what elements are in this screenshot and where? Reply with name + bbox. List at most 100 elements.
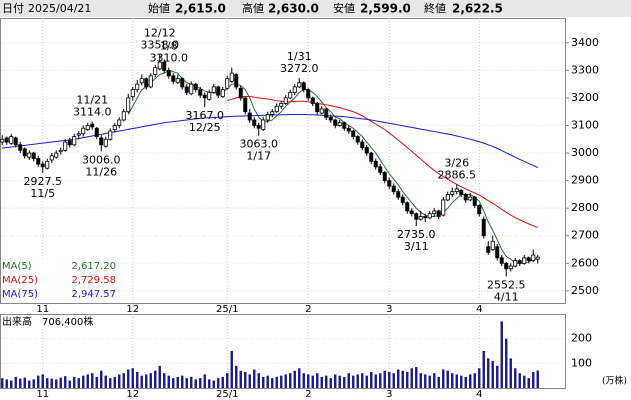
y-tick-label: 2800: [571, 201, 599, 214]
volume-bar: [289, 373, 292, 388]
candle-body: [535, 256, 540, 260]
candle-body: [409, 210, 414, 215]
volume-bar: [239, 370, 242, 388]
candle-body: [531, 254, 536, 261]
candle-body: [157, 61, 162, 70]
candle-body: [333, 119, 338, 126]
volume-bar: [176, 376, 179, 388]
volume-bar: [329, 378, 332, 388]
candle-body: [445, 194, 450, 201]
candle-body: [373, 160, 378, 168]
candle-body: [517, 260, 522, 264]
candle-body: [495, 246, 500, 259]
candle-body: [481, 218, 486, 237]
volume-bar: [172, 378, 175, 388]
candle-body: [36, 158, 41, 165]
candle-body: [45, 160, 50, 169]
volume-bar: [32, 379, 35, 388]
volume-bar: [185, 378, 188, 388]
candle-body: [256, 125, 261, 129]
volume-bar: [50, 378, 53, 388]
candle-body: [499, 257, 504, 264]
candle-body: [184, 86, 189, 93]
header-value: 2,599.0: [360, 2, 411, 16]
candle-body: [301, 82, 306, 91]
volume-bar: [284, 374, 287, 388]
candle-body: [121, 111, 126, 121]
annotation-value: 2735.0: [397, 228, 436, 241]
volume-bar: [392, 373, 395, 388]
volume-bar: [280, 375, 283, 388]
candle-body: [288, 92, 293, 99]
volume-bar: [311, 375, 314, 388]
candle-body: [342, 122, 347, 129]
volume-bar: [163, 373, 166, 388]
volume-bar: [253, 369, 256, 388]
candle-body: [351, 130, 356, 137]
volume-bar: [194, 379, 197, 388]
candle-body: [310, 97, 315, 104]
legend-name: MA(5): [2, 261, 32, 272]
volume-bar: [514, 368, 517, 388]
annotation-value: 3358.0: [141, 38, 180, 51]
volume-bar: [82, 375, 85, 388]
legend-box: [1, 259, 118, 302]
volume-bar: [19, 378, 22, 388]
candle-body: [22, 148, 27, 157]
candle-body: [40, 163, 45, 168]
y-tick-label: 2900: [571, 174, 599, 187]
volume-bar: [271, 378, 274, 388]
volume-bar: [424, 374, 427, 388]
volume-legend-value: 706,400株: [42, 315, 93, 328]
candle-body: [396, 191, 401, 198]
volume-tick-label: 100: [571, 356, 592, 369]
candle-body: [198, 89, 203, 96]
legend-name: MA(75): [2, 289, 38, 300]
volume-bar: [235, 365, 238, 388]
candle-body: [126, 97, 131, 113]
volume-bar: [109, 378, 112, 388]
candle-body: [90, 123, 95, 128]
candle-body: [54, 152, 59, 158]
annotation-date: 3/26: [444, 156, 469, 169]
volume-bar: [257, 373, 260, 388]
volume-bar: [320, 376, 323, 388]
volume-bar: [221, 376, 224, 388]
annotation-date: 12/12: [144, 26, 176, 39]
candle-body: [135, 83, 140, 91]
candle-body: [27, 152, 32, 158]
volume-bar: [469, 374, 472, 388]
volume-bar: [370, 371, 373, 388]
ma-line: [127, 69, 538, 264]
volume-bar: [415, 367, 418, 388]
legend-name: MA(25): [2, 275, 38, 286]
candle-body: [49, 155, 54, 161]
volume-bar: [275, 376, 278, 388]
volume-bar: [46, 378, 49, 388]
candle-body: [153, 67, 158, 75]
volume-bar: [230, 351, 233, 388]
candle-body: [18, 144, 23, 151]
candle-body: [207, 92, 212, 100]
volume-bar: [401, 370, 404, 388]
candle-body: [9, 136, 14, 144]
volume-bar: [509, 358, 512, 388]
volume-bar: [203, 374, 206, 388]
volume-bar: [433, 373, 436, 388]
volume-bar: [41, 374, 44, 388]
candle-body: [522, 257, 527, 264]
volume-bar: [127, 369, 130, 388]
volume-bar: [28, 380, 31, 388]
annotation-value: 3063.0: [240, 138, 279, 151]
volume-bar: [518, 373, 521, 388]
candle-body: [139, 78, 144, 84]
volume-bar: [140, 375, 143, 388]
candle-body: [382, 171, 387, 182]
volume-bar: [293, 370, 296, 388]
x-tick-label: 12: [126, 304, 139, 315]
candle-body: [508, 265, 513, 270]
volume-bar: [374, 374, 377, 388]
volume-bar: [158, 365, 161, 388]
candle-body: [108, 130, 113, 140]
candle-body: [243, 97, 248, 113]
